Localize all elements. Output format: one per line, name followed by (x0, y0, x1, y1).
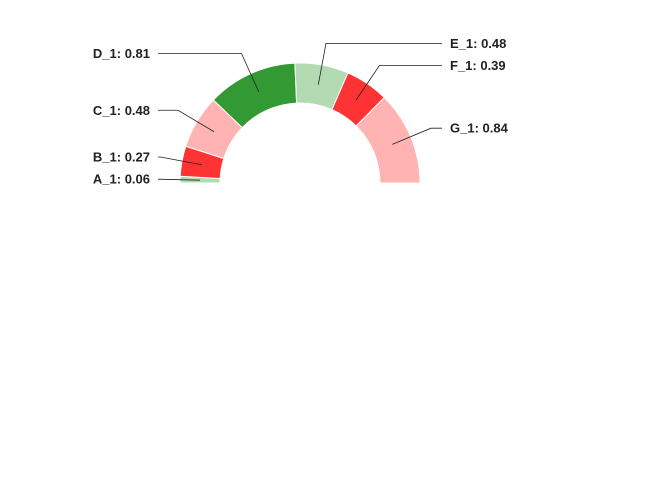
slices-group (179, 62, 421, 184)
label-a-1: A_1: 0.06 (93, 172, 150, 187)
label-f-1: F_1: 0.39 (450, 58, 506, 73)
leader-line-f-1 (355, 64, 442, 101)
leader-line-a-1 (158, 178, 201, 181)
label-c-1: C_1: 0.48 (93, 103, 150, 118)
leader-line-b-1 (158, 156, 202, 166)
labels-group: A_1: 0.06 B_1: 0.27 C_1: 0.48 D_1: 0.81 E_1:… (93, 36, 509, 187)
label-b-1: B_1: 0.27 (93, 150, 150, 165)
leader-lines-group (158, 42, 442, 181)
leader-line-d-1 (158, 53, 260, 93)
leader-line-e-1 (317, 42, 442, 85)
leader-line-c-1 (158, 109, 215, 133)
leader-line-g-1 (392, 127, 442, 145)
label-g-1: G_1: 0.84 (450, 121, 509, 136)
label-e-1: E_1: 0.48 (450, 36, 506, 51)
label-d-1: D_1: 0.81 (93, 46, 150, 61)
slice-g-1 (355, 96, 421, 184)
